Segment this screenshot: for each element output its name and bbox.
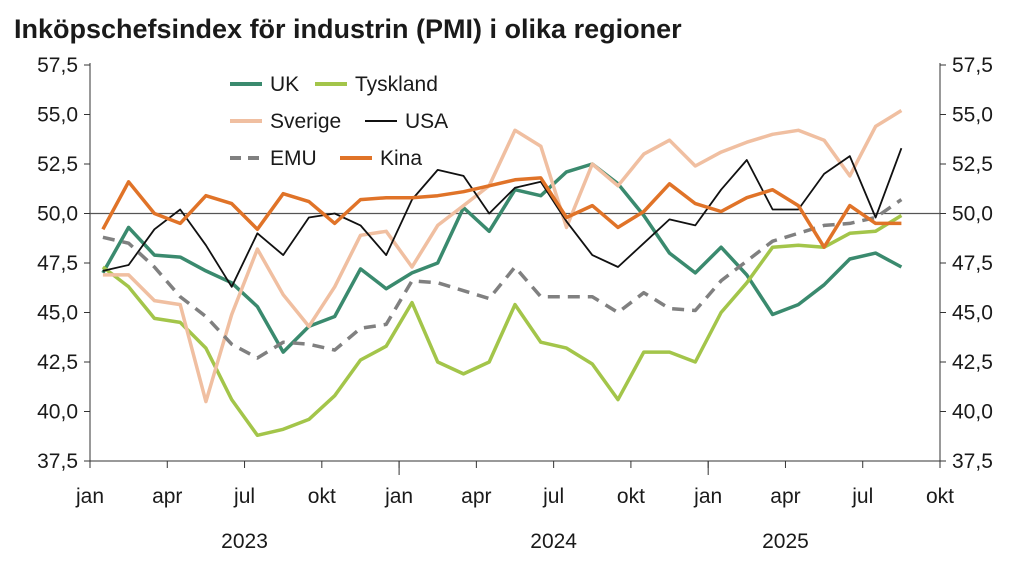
x-tick-label: okt <box>617 485 645 508</box>
y-tick-label-left: 45,0 <box>37 302 78 325</box>
plot-frame <box>89 63 941 462</box>
legend-label-uk: UK <box>270 73 299 96</box>
y-tick-label-left: 52,5 <box>37 153 78 176</box>
legend-label-usa: USA <box>405 110 448 133</box>
series-line-sverige <box>102 109 903 404</box>
x-tick-label: jul <box>233 485 255 508</box>
y-tick-label-right: 52,5 <box>952 153 993 176</box>
x-tick-label: apr <box>152 485 182 508</box>
x-tick-label: okt <box>308 485 336 508</box>
series-line-tyskland <box>101 214 903 438</box>
legend: UK Tyskland Sverige USA EMU Kina <box>230 73 448 170</box>
y-tick-label-right: 55,0 <box>952 104 993 127</box>
x-axis: jan apr jul okt jan apr jul okt jan apr jul okt 2023… <box>75 461 954 553</box>
year-label: 2024 <box>530 530 577 553</box>
y-tick-label-right: 42,5 <box>952 351 993 374</box>
chart-title: Inköpschefsindex för industrin (PMI) i o… <box>14 14 682 44</box>
legend-label-kina: Kina <box>380 147 422 170</box>
year-label: 2025 <box>762 530 809 553</box>
legend-label-emu: EMU <box>270 147 317 170</box>
y-tick-label-right: 45,0 <box>952 302 993 325</box>
series-line-kina <box>101 176 902 249</box>
y-tick-label-left: 42,5 <box>37 351 78 374</box>
y-tick-label-right: 47,5 <box>952 252 993 275</box>
legend-label-sverige: Sverige <box>270 110 341 133</box>
x-tick-label: apr <box>461 485 491 508</box>
y-tick-label-right: 57,5 <box>952 54 993 77</box>
x-tick-label: jan <box>693 485 722 508</box>
y-axis-left: 57,5 55,0 52,5 50,0 47,5 45,0 42,5 40,0 37,5 <box>37 54 90 473</box>
y-axis-right: 57,5 55,0 52,5 50,0 47,5 45,0 42,5 40,0 37,5 <box>940 54 993 473</box>
x-tick-label: jan <box>75 485 104 508</box>
x-tick-label: jul <box>851 485 873 508</box>
x-tick-label: jul <box>542 485 564 508</box>
legend-label-tyskland: Tyskland <box>355 73 438 96</box>
y-tick-label-right: 50,0 <box>952 203 993 226</box>
y-tick-label-left: 57,5 <box>37 54 78 77</box>
series-group <box>101 109 903 438</box>
series-line-uk <box>101 162 903 354</box>
x-tick-label: jan <box>384 485 413 508</box>
y-tick-label-left: 50,0 <box>37 203 78 226</box>
y-tick-label-right: 40,0 <box>952 401 993 424</box>
series-line-emu <box>102 198 903 360</box>
y-tick-label-left: 40,0 <box>37 401 78 424</box>
y-tick-label-left: 55,0 <box>37 104 78 127</box>
year-label: 2023 <box>221 530 268 553</box>
x-tick-label: apr <box>770 485 800 508</box>
y-tick-label-right: 37,5 <box>952 450 993 473</box>
series-line-usa <box>102 147 903 288</box>
x-tick-label: okt <box>926 485 954 508</box>
y-tick-label-left: 47,5 <box>37 252 78 275</box>
y-tick-label-left: 37,5 <box>37 450 78 473</box>
